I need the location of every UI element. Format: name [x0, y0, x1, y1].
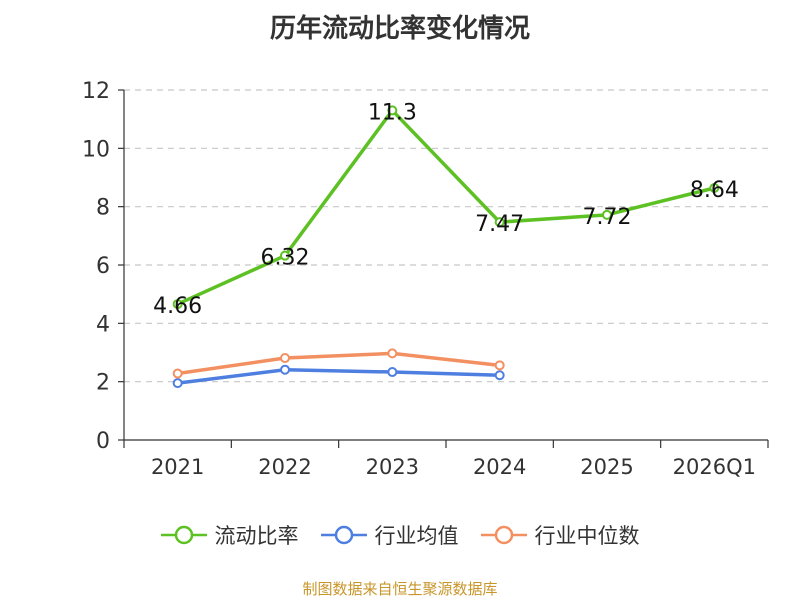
- x-tick-label: 2022: [258, 455, 311, 479]
- series-point: [602, 209, 612, 220]
- legend-item-current-ratio[interactable]: 流动比率: [160, 520, 299, 550]
- series-point: [709, 183, 720, 193]
- series-point: [172, 299, 183, 310]
- series-point: [280, 250, 290, 261]
- data-label: 11.3: [368, 100, 417, 125]
- series-layer: [172, 105, 720, 389]
- series-point: [494, 217, 505, 228]
- axes: 0 2 4 6 8 10 12 2021 2022 2023 2024 2025 2026Q1: [82, 79, 769, 479]
- series-point: [387, 105, 398, 116]
- series-point: [494, 360, 505, 371]
- y-tick-label: 10: [82, 137, 110, 162]
- series-line: [176, 108, 715, 306]
- series-point: [280, 364, 290, 375]
- series-point: [387, 348, 398, 359]
- y-tick-label: 8: [96, 196, 110, 221]
- data-label: 4.66: [153, 294, 202, 319]
- series-line: [177, 351, 500, 376]
- series-point: [280, 353, 290, 364]
- legend-label: 行业中位数: [534, 524, 640, 548]
- y-tick-label: 12: [82, 79, 110, 104]
- y-tick-label: 2: [96, 371, 110, 396]
- x-tick-label: 2024: [473, 455, 526, 479]
- legend: 流动比率 行业均值 行业中位数: [0, 520, 800, 550]
- series-point: [387, 367, 398, 378]
- x-tick-label: 2026Q1: [673, 455, 756, 479]
- legend-item-industry-mean[interactable]: 行业均值: [320, 520, 459, 550]
- data-label: 7.47: [475, 212, 524, 237]
- series-line: [177, 367, 500, 385]
- y-tick-label: 4: [96, 312, 110, 337]
- chart-title: 历年流动比率变化情况: [269, 14, 530, 44]
- legend-swatch-industry-mean: [320, 525, 367, 545]
- series-point: [494, 370, 505, 381]
- x-tick-label: 2025: [580, 455, 633, 479]
- y-tick-label: 6: [96, 254, 110, 279]
- legend-label: 行业均值: [374, 524, 459, 548]
- legend-item-industry-median[interactable]: 行业中位数: [480, 520, 640, 550]
- x-tick-label: 2023: [366, 455, 419, 479]
- data-label: 6.32: [261, 246, 310, 271]
- series-point: [172, 368, 183, 379]
- legend-label: 流动比率: [214, 524, 299, 548]
- source-note: 制图数据来自恒生聚源数据库: [302, 580, 498, 598]
- x-tick-label: 2021: [151, 455, 204, 479]
- data-label: 8.64: [690, 178, 739, 203]
- legend-swatch-industry-median: [480, 525, 527, 545]
- data-label: 7.72: [583, 205, 632, 230]
- gridlines: [124, 89, 768, 383]
- series-point: [172, 378, 183, 389]
- data-labels: 4.66 6.32 11.3 7.47 7.72 8.64: [153, 100, 739, 319]
- y-tick-label: 0: [96, 429, 110, 454]
- legend-swatch-current-ratio: [160, 525, 207, 545]
